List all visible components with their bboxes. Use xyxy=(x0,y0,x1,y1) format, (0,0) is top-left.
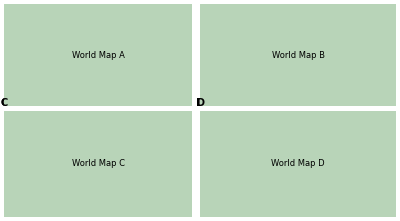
Text: C: C xyxy=(0,98,8,108)
Text: World Map D: World Map D xyxy=(271,159,325,168)
Text: B: B xyxy=(196,0,204,2)
Text: A: A xyxy=(0,0,9,2)
Text: World Map C: World Map C xyxy=(72,159,124,168)
Text: A: A xyxy=(0,0,8,2)
Text: D: D xyxy=(196,98,205,108)
Text: D: D xyxy=(196,98,204,108)
Text: C: C xyxy=(0,98,8,108)
Text: World Map A: World Map A xyxy=(72,51,124,60)
Text: World Map B: World Map B xyxy=(272,51,324,60)
Text: B: B xyxy=(196,0,204,2)
